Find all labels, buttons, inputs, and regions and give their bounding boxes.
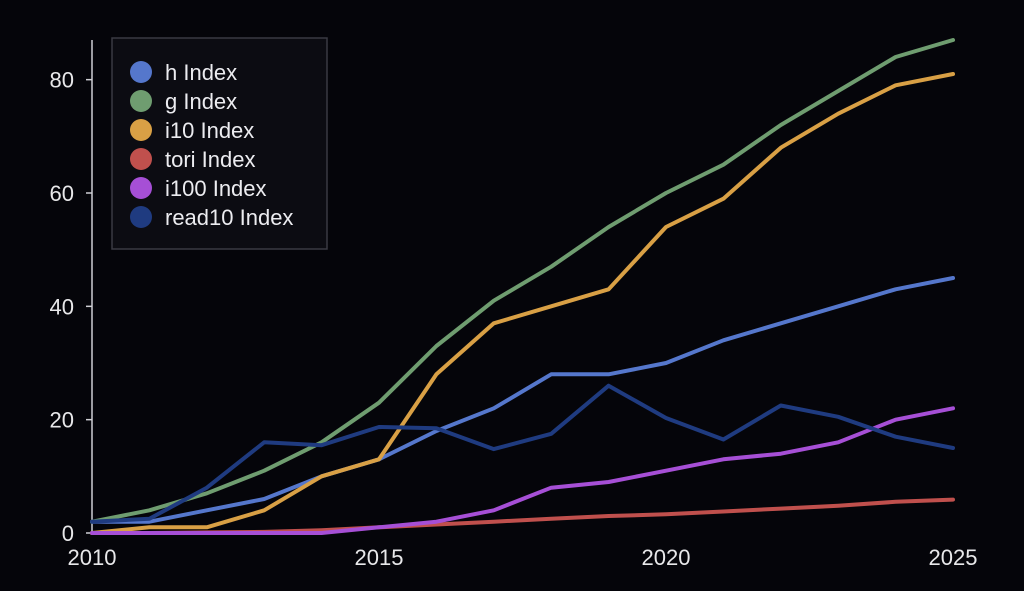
x-tick-label: 2025 — [929, 545, 978, 570]
legend-marker — [130, 90, 152, 112]
y-tick-label: 20 — [50, 408, 74, 433]
x-axis: 2010 2015 2020 2025 — [68, 545, 978, 570]
y-tick-label: 0 — [62, 521, 74, 546]
x-tick-label: 2015 — [355, 545, 404, 570]
y-tick-label: 60 — [50, 181, 74, 206]
series-line-read10-index — [90, 383, 955, 524]
series-line-i10-index — [90, 72, 955, 535]
x-tick-label: 2010 — [68, 545, 117, 570]
series-line-g-index — [90, 38, 955, 524]
legend-marker — [130, 119, 152, 141]
legend-label: i10 Index — [165, 118, 254, 143]
legend-marker — [130, 61, 152, 83]
legend: h Index g Index i10 Index tori Index i100 In… — [111, 37, 328, 250]
legend-label: i100 Index — [165, 176, 267, 201]
legend-label: g Index — [165, 89, 237, 114]
legend-label: tori Index — [165, 147, 256, 172]
legend-marker — [130, 206, 152, 228]
series-line-i100-index — [90, 406, 955, 535]
legend-marker — [130, 177, 152, 199]
legend-marker — [130, 148, 152, 170]
x-tick-label: 2020 — [642, 545, 691, 570]
series-lines — [90, 38, 955, 535]
series-line-tori-index — [90, 497, 955, 535]
y-axis: 0 20 40 60 80 — [50, 68, 92, 546]
legend-label: h Index — [165, 60, 237, 85]
series-line-h-index — [90, 276, 955, 524]
y-tick-label: 40 — [50, 294, 74, 319]
y-tick-label: 80 — [50, 68, 74, 93]
legend-label: read10 Index — [165, 205, 293, 230]
